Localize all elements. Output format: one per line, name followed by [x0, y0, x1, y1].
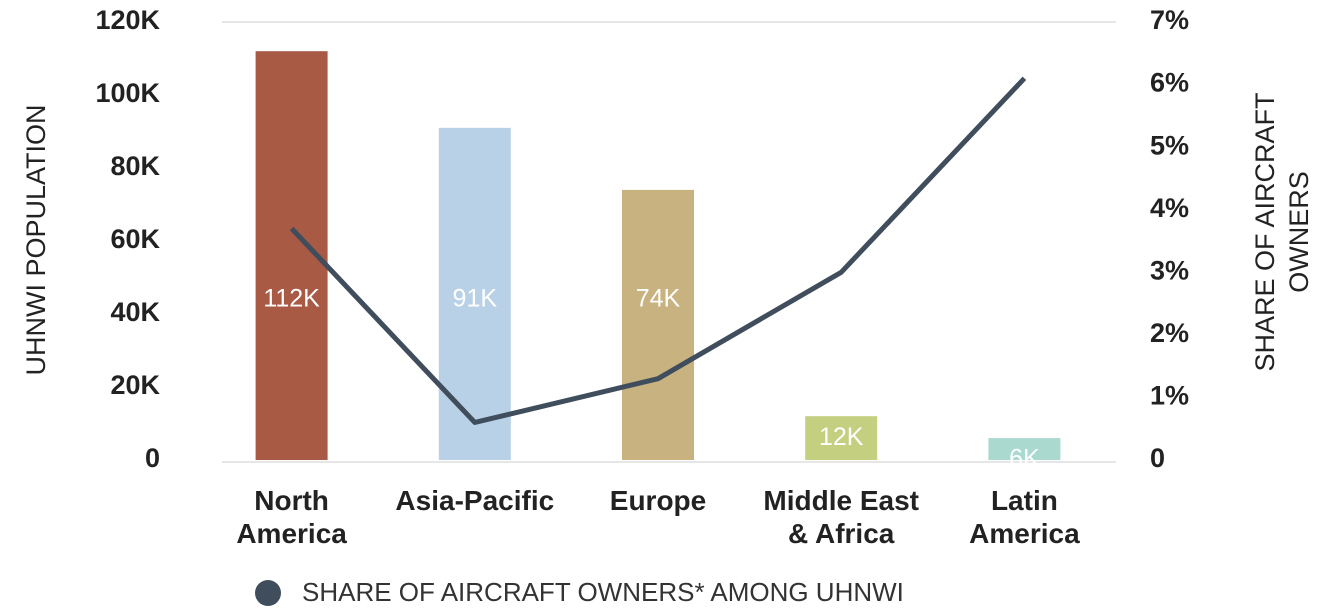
y2-tick-label: 0 — [1150, 443, 1165, 473]
value-label: 91K — [453, 285, 498, 313]
y-tick-label: 40K — [110, 297, 160, 327]
y-tick-label: 20K — [110, 370, 160, 400]
value-label: 112K — [263, 285, 320, 313]
y2-tick-label: 7% — [1150, 5, 1189, 35]
y2-axis-title: SHARE OF AIRCRAFT OWNERS — [1250, 92, 1314, 372]
line — [289, 76, 1027, 425]
legend-marker — [255, 580, 281, 606]
y-tick-label: 80K — [110, 151, 160, 181]
y2-tick-label: 5% — [1150, 130, 1189, 160]
legend-label: SHARE OF AIRCRAFT OWNERS* AMONG UHNWI — [302, 577, 904, 607]
y2-tick-label: 3% — [1150, 255, 1189, 285]
y-tick-label: 120K — [95, 5, 160, 35]
bar — [805, 416, 878, 460]
y2-tick-label: 1% — [1150, 381, 1189, 411]
value-label: 74K — [636, 285, 681, 313]
y2-tick-label: 6% — [1150, 68, 1189, 98]
x-tick-label: Latin America — [969, 485, 1080, 549]
value-label: 12K — [819, 423, 864, 451]
y-tick-label: 0 — [145, 443, 160, 473]
y2-tick-label: 4% — [1150, 193, 1189, 223]
y-axis-title: UHNWI POPULATION — [21, 104, 51, 376]
y-tick-label: 60K — [110, 224, 160, 254]
x-tick-label: Asia-Pacific — [395, 485, 555, 516]
bar — [438, 127, 511, 460]
y-tick-label: 100K — [95, 78, 160, 108]
x-tick-label: Europe — [609, 485, 707, 516]
x-tick-label: Middle East & Africa — [763, 485, 919, 549]
value-label: 6K — [1009, 445, 1040, 473]
bar — [622, 189, 694, 460]
bar — [988, 438, 1061, 460]
x-tick-label: North America — [236, 485, 347, 549]
y2-tick-label: 2% — [1150, 318, 1189, 348]
